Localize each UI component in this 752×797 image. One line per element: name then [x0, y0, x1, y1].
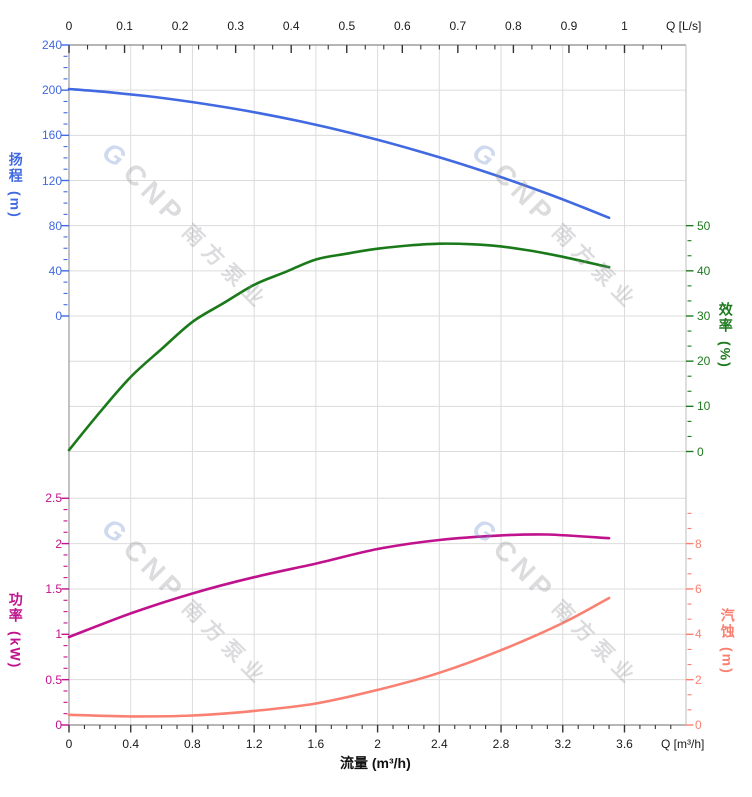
bottom-axis-tick-label: 0.4	[122, 737, 140, 751]
head-axis-title: 扬程 (m)	[7, 152, 24, 219]
bottom-axis-tick-label: 3.2	[554, 737, 572, 751]
efficiency-axis-tick-label: 0	[697, 444, 704, 459]
npsh-axis-tick-label: 4	[695, 627, 702, 642]
head-axis-tick-label: 200	[41, 83, 62, 98]
top-axis-tick-label: 0.8	[505, 19, 522, 33]
power-axis-tick-label: 1	[55, 627, 62, 642]
扬程-curve	[67, 87, 611, 220]
power-axis-title-unit: (kW)	[7, 631, 24, 670]
flow-axis-title: 流量 (m³/h)	[340, 755, 411, 771]
efficiency-axis-tick-label: 50	[697, 218, 711, 233]
efficiency-axis-tick-label: 20	[697, 354, 711, 369]
npsh-axis-tick-label: 0	[695, 718, 702, 732]
head-axis-tick-label: 120	[41, 173, 62, 188]
efficiency-axis-tick-label: 10	[697, 399, 711, 414]
top-axis-tick-label: 0.5	[338, 19, 356, 33]
efficiency-axis-tick-label: 40	[697, 263, 711, 278]
bottom-axis-tick-label: 2	[374, 737, 381, 751]
head-axis-title-name: 扬程	[7, 152, 24, 184]
power-axis-tick-label: 2.5	[45, 491, 62, 506]
power-axis-tick-label: 2	[55, 536, 62, 551]
top-axis-unit-label: Q [L/s]	[666, 19, 702, 33]
bottom-axis-tick-label: 2.8	[492, 737, 510, 751]
power-axis-tick-label: 1.5	[45, 582, 62, 596]
bottom-axis-tick-label: 2.4	[430, 737, 448, 751]
power-axis-title: 功率 (kW)	[7, 592, 24, 670]
npsh-axis-tick-label: 2	[695, 672, 702, 687]
efficiency-axis-title-unit: (%)	[717, 341, 734, 369]
top-axis-tick-label: 0.9	[560, 19, 578, 33]
top-axis-tick-label: 0.3	[227, 19, 245, 33]
top-axis-tick-label: 0.2	[171, 19, 189, 33]
效率-curve	[67, 242, 611, 452]
head-axis-tick-label: 160	[41, 128, 62, 143]
power-axis-title-name: 功率	[7, 592, 24, 624]
efficiency-axis-tick-label: 30	[697, 309, 711, 323]
bottom-axis-tick-label: 3.6	[616, 737, 633, 751]
top-axis-tick-label: 0	[65, 19, 73, 33]
head-axis-tick-label: 40	[48, 263, 62, 278]
head-axis-tick-label: 240	[41, 38, 62, 52]
top-axis-tick-label: 1	[621, 19, 628, 33]
head-axis-tick-label: 80	[48, 218, 62, 233]
power-axis-tick-label: 0.5	[45, 672, 62, 687]
top-axis-tick-label: 0.1	[116, 19, 133, 33]
汽蚀-curve	[67, 596, 611, 718]
top-axis-tick-label: 0.4	[282, 19, 300, 33]
head-axis-tick-label: 0	[55, 309, 62, 323]
npsh-axis-tick-label: 6	[695, 582, 702, 596]
head-axis-title-unit: (m)	[7, 191, 24, 219]
bottom-axis-tick-label: 1.2	[245, 737, 263, 751]
npsh-axis-title: 汽蚀 (m)	[719, 608, 736, 675]
bottom-axis-tick-label: 0.8	[184, 737, 201, 751]
npsh-axis-title-unit: (m)	[719, 647, 736, 675]
bottom-axis-tick-label: 1.6	[307, 737, 325, 751]
efficiency-axis-title: 效率 (%)	[717, 302, 734, 369]
efficiency-axis-title-name: 效率	[717, 302, 734, 334]
bottom-axis-tick-label: 0	[65, 737, 73, 751]
power-axis-tick-label: 0	[55, 718, 62, 732]
bottom-axis-unit-label: Q [m³/h]	[661, 737, 705, 751]
top-axis-tick-label: 0.7	[449, 19, 467, 33]
功率-curve	[67, 533, 611, 639]
npsh-axis-title-name: 汽蚀	[719, 608, 736, 640]
npsh-axis-tick-label: 8	[695, 536, 702, 551]
top-axis-tick-label: 0.6	[393, 19, 411, 33]
